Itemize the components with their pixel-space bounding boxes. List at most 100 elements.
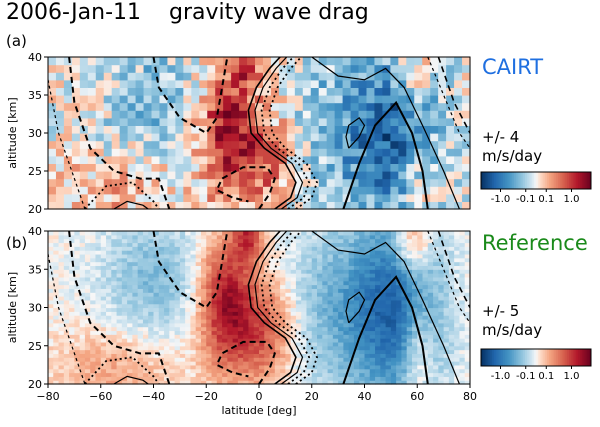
colorbar-swatch: [525, 172, 528, 189]
panel-b-dataset-name: Reference: [482, 231, 588, 255]
colorbar-swatch: [536, 349, 539, 366]
contour-line: [113, 200, 149, 209]
x-tick-label: −80: [36, 390, 59, 403]
colorbar-swatch: [570, 172, 574, 189]
colorbar-swatch: [501, 172, 504, 189]
y-tick-label: 40: [28, 225, 42, 238]
colorbar-swatch: [583, 349, 586, 366]
y-axis-label: altitude [km]: [6, 97, 19, 168]
contour-line: [345, 116, 366, 149]
x-tick-label: 40: [358, 390, 372, 403]
colorbar-swatch: [519, 349, 522, 366]
panel-a-range-block: +/- 4 m/s/day: [482, 128, 542, 166]
colorbar-swatch: [534, 349, 537, 366]
colorbar-swatch: [552, 172, 555, 189]
contour-line: [113, 375, 149, 384]
colorbar-swatch: [585, 349, 588, 366]
panel-a-dataset-name: CAIRT: [482, 55, 544, 79]
title-quantity: gravity wave drag: [168, 0, 369, 25]
colorbar-swatch: [541, 172, 544, 189]
colorbar-swatch: [547, 172, 550, 189]
colorbar-swatch: [537, 172, 541, 189]
contour-line: [48, 253, 86, 384]
colorbar-swatch: [514, 349, 517, 366]
colorbar-tick-label: 1.0: [564, 371, 580, 382]
colorbar-swatch: [567, 349, 570, 366]
colorbar-swatch: [565, 349, 568, 366]
colorbar-swatch: [517, 172, 520, 189]
colorbar-swatch: [492, 172, 495, 189]
contour-line: [342, 275, 429, 384]
colorbar-swatch: [543, 172, 546, 189]
colorbar-swatch: [530, 349, 533, 366]
colorbar-swatch: [506, 172, 509, 189]
colorbar-swatch: [576, 349, 579, 366]
colorbar-swatch: [580, 349, 583, 366]
colorbar-swatch: [550, 172, 553, 189]
colorbar-swatch: [534, 172, 537, 189]
contour-line: [437, 57, 470, 134]
colorbar-swatch: [493, 349, 497, 366]
x-tick-label: −60: [89, 390, 112, 403]
heatmap-cells: [48, 231, 471, 385]
panel-b-label: (b): [6, 234, 28, 252]
colorbar-swatch: [530, 172, 533, 189]
contour-line: [215, 340, 276, 384]
colorbar-swatch: [548, 349, 552, 366]
colorbar-swatch: [503, 349, 506, 366]
contour-line: [68, 57, 171, 209]
colorbar-swatch: [563, 349, 566, 366]
colorbar-swatch: [561, 349, 564, 366]
colorbar-frame: [480, 171, 592, 190]
colorbar-swatch: [552, 349, 555, 366]
colorbar-swatch: [569, 172, 572, 189]
colorbar-swatch: [523, 172, 526, 189]
colorbar-swatch: [497, 349, 500, 366]
panel-b: 20 25 30 35 40 −80 −60 −40 −20 0 20 40 60 80 altitude …: [6, 225, 592, 417]
x-tick-label: −20: [195, 390, 218, 403]
colorbar-swatch: [510, 349, 513, 366]
colorbar-swatch: [506, 349, 509, 366]
y-tick-label: 25: [28, 340, 42, 353]
colorbar-swatch: [558, 172, 561, 189]
colorbar-swatch: [501, 349, 504, 366]
x-tick-label: 80: [463, 390, 477, 403]
colorbar-swatch: [508, 349, 511, 366]
colorbar: -1.0 -0.1 0.1 1.0: [480, 348, 592, 382]
colorbar-swatch: [556, 349, 559, 366]
colorbar-swatch: [528, 349, 531, 366]
colorbar-swatch: [482, 172, 486, 189]
colorbar-swatch: [541, 349, 544, 366]
colorbar-swatch: [504, 172, 508, 189]
colorbar-swatch: [572, 172, 575, 189]
heatmap-cells: [48, 57, 471, 210]
colorbar-swatch: [521, 349, 524, 366]
colorbar-swatch: [558, 349, 561, 366]
colorbar-swatch: [481, 349, 484, 366]
colorbar-swatch: [561, 172, 564, 189]
colorbar-swatch: [545, 172, 548, 189]
colorbar-swatch: [523, 349, 526, 366]
colorbar-swatch: [490, 349, 493, 366]
colorbar-swatch: [488, 349, 491, 366]
contour-line: [254, 57, 304, 209]
colorbar-tick-label: -1.0: [491, 371, 511, 382]
colorbar-swatch: [578, 172, 581, 189]
colorbar-swatch: [525, 349, 528, 366]
panel-a-label: (a): [6, 32, 27, 50]
contour-line: [84, 356, 160, 384]
colorbar-swatch: [576, 172, 579, 189]
colorbar-swatch: [583, 172, 586, 189]
colorbar-swatch: [578, 349, 581, 366]
colorbar-swatch: [481, 172, 484, 189]
colorbar-swatch: [495, 349, 498, 366]
wind-contours: [48, 57, 470, 209]
colorbar-swatch: [554, 172, 557, 189]
colorbar-swatch: [493, 172, 497, 189]
contour-line: [48, 79, 86, 209]
colorbar-swatch: [528, 172, 531, 189]
x-tick-label: −40: [142, 390, 165, 403]
contour-line: [254, 231, 304, 384]
colorbar-swatch: [508, 172, 511, 189]
